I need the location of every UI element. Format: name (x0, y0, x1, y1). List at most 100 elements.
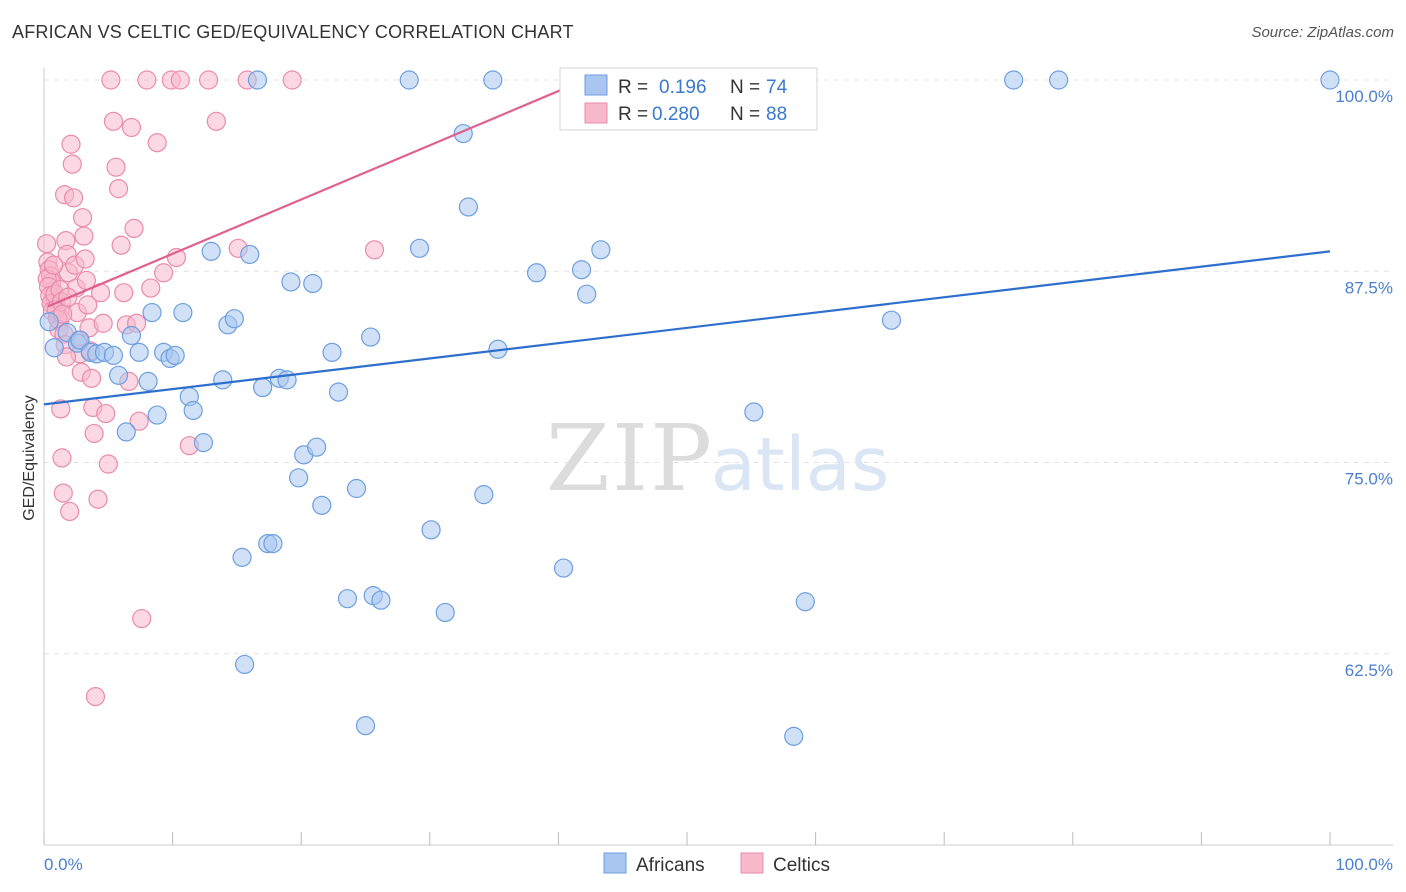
africans-point-12 (129, 342, 149, 362)
grid-lines (44, 79, 1393, 655)
legend-n-label-celtics: N = (730, 104, 760, 125)
africans-point-57 (483, 70, 503, 90)
africans-point-67 (795, 592, 815, 612)
celtics-point-37 (84, 423, 104, 444)
africans-point-9 (108, 365, 129, 385)
legend: R = 0.196 N = 74 R = 0.280 N = 88 (559, 67, 818, 131)
africans-point-47 (361, 327, 381, 347)
africans-points (39, 70, 1340, 746)
series-legend-label-celtics: Celtics (773, 855, 830, 876)
africans-point-45 (346, 478, 367, 499)
legend-swatch-africans (584, 74, 608, 96)
y-axis-title: GED/Equivalency (21, 395, 38, 520)
africans-point-50 (399, 70, 419, 90)
x-tick-label-max: 100.0% (1335, 855, 1393, 874)
celtics-point-13 (53, 483, 73, 503)
celtics-point-41 (93, 313, 113, 333)
africans-point-60 (553, 558, 574, 578)
celtics-point-49 (114, 283, 134, 303)
celtics-point-63 (170, 70, 190, 90)
legend-n-value-africans: 74 (766, 77, 788, 98)
celtics-point-48 (111, 235, 131, 255)
series-legend: Africans Celtics (603, 852, 830, 876)
africans-point-62 (577, 284, 597, 304)
celtics-point-0 (36, 234, 57, 254)
celtics-point-70 (364, 240, 385, 260)
africans-point-10 (116, 422, 136, 442)
celtics-point-29 (74, 226, 94, 246)
africans-point-68 (881, 310, 902, 330)
africans-point-66 (784, 726, 804, 746)
legend-r-value-africans: 0.196 (659, 77, 707, 98)
watermark-atlas: atlas (711, 422, 890, 508)
africans-point-18 (165, 345, 185, 365)
legend-swatch-celtics (584, 102, 608, 124)
celtics-point-19 (61, 134, 81, 154)
series-legend-label-africans: Africans (636, 855, 705, 876)
africans-point-41 (312, 495, 332, 515)
watermark-zip: ZIP (546, 405, 714, 512)
celtics-point-59 (147, 133, 167, 153)
y-tick-label-3: 100.0% (1335, 87, 1393, 106)
africans-point-69 (1004, 70, 1024, 90)
africans-point-63 (591, 240, 611, 260)
celtics-point-69 (282, 70, 302, 90)
chart-title: AFRICAN VS CELTIC GED/EQUIVALENCY CORREL… (12, 22, 574, 42)
celtics-point-66 (206, 111, 226, 131)
africans-point-44 (337, 589, 358, 609)
africans-point-55 (458, 197, 478, 217)
africans-point-37 (289, 468, 309, 488)
celtics-point-53 (124, 218, 144, 239)
celtics-point-47 (108, 179, 129, 199)
celtics-point-57 (137, 70, 157, 90)
africans-trend-line (43, 250, 1331, 406)
celtics-point-44 (101, 70, 121, 90)
africans-point-28 (235, 654, 255, 675)
africans-point-11 (121, 325, 142, 346)
africans-point-8 (103, 345, 124, 365)
legend-n-label-africans: N = (730, 77, 760, 98)
celtics-point-42 (96, 403, 116, 424)
africans-point-15 (147, 405, 167, 425)
africans-point-36 (281, 272, 301, 292)
africans-point-21 (183, 400, 203, 421)
celtics-point-76 (44, 255, 64, 275)
watermark: ZIP atlas (546, 405, 890, 512)
celtics-point-18 (60, 501, 80, 522)
celtics-point-58 (141, 278, 161, 298)
legend-n-value-celtics: 88 (766, 104, 787, 125)
celtics-point-45 (103, 111, 124, 131)
africans-point-30 (247, 70, 268, 90)
celtics-point-56 (132, 608, 152, 629)
africans-point-46 (355, 716, 376, 736)
africans-point-39 (303, 273, 323, 294)
celtics-point-20 (62, 154, 82, 174)
y-tick-label-2: 87.5% (1345, 278, 1393, 297)
africans-point-49 (371, 590, 391, 610)
africans-point-40 (307, 437, 327, 457)
africans-point-52 (421, 520, 441, 540)
africans-point-29 (240, 244, 260, 265)
africans-point-42 (322, 342, 342, 362)
africans-point-0 (39, 312, 59, 332)
africans-point-35 (277, 370, 297, 390)
trend-lines (43, 75, 1331, 406)
africans-point-43 (328, 382, 349, 402)
africans-point-31 (253, 377, 273, 398)
africans-point-14 (142, 302, 162, 323)
celtics-point-11 (51, 399, 71, 419)
africans-point-22 (193, 433, 214, 453)
celtics-point-35 (81, 368, 102, 388)
celtics-point-30 (75, 249, 95, 269)
chart-source: Source: ZipAtlas.com (1251, 24, 1394, 41)
africans-point-24 (213, 370, 233, 390)
celtics-point-43 (98, 454, 118, 474)
y-tick-labels: 62.5% 75.0% 87.5% 100.0% (1335, 87, 1393, 680)
axes (43, 68, 1393, 846)
africans-point-70 (1049, 70, 1069, 90)
africans-point-71 (1320, 70, 1340, 90)
legend-r-label-celtics: R = (618, 104, 648, 125)
series-legend-swatch-celtics (740, 852, 764, 874)
africans-point-19 (173, 302, 193, 323)
africans-point-56 (474, 485, 494, 505)
